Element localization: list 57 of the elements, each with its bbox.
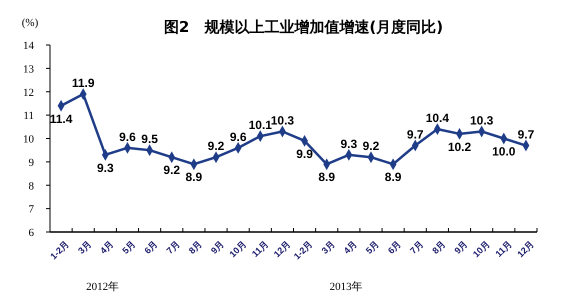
x-tick-label: 10月: [471, 238, 492, 260]
data-label: 10.3: [470, 113, 494, 128]
x-tick-label: 11月: [494, 238, 514, 259]
x-tick-label: 3月: [76, 238, 94, 256]
x-tick-label: 6月: [142, 238, 160, 256]
y-tick-label: 7: [28, 204, 34, 216]
x-tick-label: 11月: [250, 238, 270, 259]
x-tick-label: 8月: [186, 238, 204, 256]
x-tick-label: 12月: [272, 238, 292, 260]
x-tick-label: 1-2月: [48, 238, 71, 262]
x-tick-label: 8月: [430, 238, 448, 256]
data-label: 9.9: [296, 146, 314, 161]
x-tick-label: 5月: [120, 238, 138, 256]
x-tick-label: 9月: [452, 238, 470, 256]
data-label: 10.1: [248, 118, 272, 132]
data-label: 8.9: [318, 170, 336, 184]
data-label: 9.2: [362, 139, 380, 154]
y-tick-label: 13: [23, 63, 34, 76]
data-label: 8.9: [186, 170, 203, 184]
x-tick-label: 4月: [342, 238, 359, 256]
x-tick-label: 10月: [228, 238, 248, 260]
x-tick-label: 12月: [515, 238, 536, 260]
x-tick-label: 7月: [164, 238, 182, 256]
data-label: 9.7: [518, 128, 535, 142]
data-label: 11.9: [72, 76, 95, 90]
data-label: 9.6: [230, 130, 247, 144]
text: 2013年: [330, 281, 363, 293]
y-tick-label: 11: [23, 110, 34, 122]
y-tick-label: 10: [23, 134, 34, 146]
data-label: 8.9: [384, 170, 402, 184]
data-label: 10.4: [426, 111, 450, 126]
y-tick-label: 8: [28, 180, 34, 192]
data-label: 9.5: [141, 132, 158, 146]
text: 2012年: [86, 281, 120, 293]
data-label: 9.3: [340, 136, 358, 151]
data-label: 10.2: [448, 140, 472, 154]
data-label: 9.2: [163, 163, 180, 178]
y-axis-title: (%): [22, 17, 39, 29]
y-tick-label: 12: [23, 86, 34, 99]
data-label: 9.6: [119, 130, 136, 144]
data-label: 9.3: [96, 160, 114, 175]
x-tick-label: 3月: [320, 238, 337, 256]
chart-title: 图2 规模以上工业增加值增速(月度同比): [164, 18, 444, 36]
data-label: 11.4: [50, 112, 73, 126]
data-label: 9.2: [208, 139, 225, 154]
y-tick-label: 6: [28, 227, 34, 239]
y-tick-label: 9: [28, 156, 34, 169]
data-label: 9.7: [406, 128, 424, 142]
x-tick-label: 7月: [408, 238, 426, 256]
data-label: 10.0: [492, 144, 516, 158]
x-tick-label: 9月: [208, 238, 226, 256]
x-tick-label: 4月: [98, 238, 116, 256]
x-tick-label: 6月: [386, 238, 403, 256]
y-tick-label: 14: [23, 40, 34, 52]
x-tick-label: 5月: [364, 238, 381, 256]
data-label: 10.3: [270, 113, 294, 128]
x-tick-label: 1-2月: [292, 238, 314, 262]
